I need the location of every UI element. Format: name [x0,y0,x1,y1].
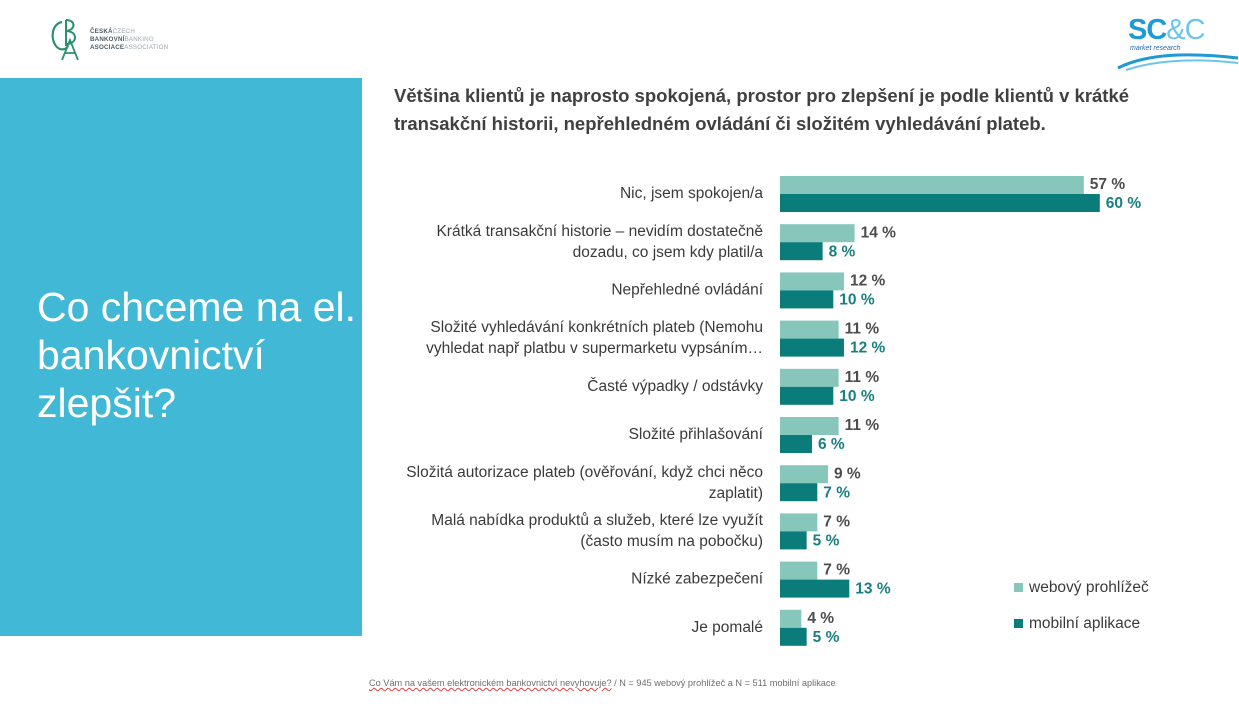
bar-mobile [780,531,807,550]
data-label-web: 4 % [807,610,834,627]
category-label: Nepřehledné ovládání [611,281,763,298]
category-label: Krátká transakční historie – nevidím dos… [436,223,763,240]
slide-headline: Většina klientů je naprosto spokojená, p… [394,85,1130,134]
data-label-web: 12 % [850,272,886,289]
category-label: Složité vyhledávání konkrétních plateb (… [430,319,763,336]
panel-title: Co chceme na el. bankovnictví zlepšit? [37,284,357,426]
bar-mobile [780,386,834,405]
category-label: Složité přihlašování [629,426,764,443]
category-label: vyhledat např platbu v supermarketu vyps… [426,340,763,357]
left-panel: Co chceme na el. bankovnictví zlepšit? [0,78,362,636]
legend-swatch-mobile [1014,619,1023,628]
bar-web [780,465,828,484]
scc-logo: SC&C market research [1116,14,1239,72]
scc-wave-icon [1117,53,1239,71]
data-label-web: 14 % [861,224,897,241]
bar-mobile [780,194,1100,212]
bar-web [780,561,818,580]
bar-web [780,609,802,628]
category-label: Nic, jsem spokojen/a [620,185,763,202]
category-label: dozadu, co jsem kdy platil/a [573,244,764,261]
data-label-web: 57 % [1090,176,1126,193]
category-label: (často musím na pobočku) [580,533,763,550]
bar-web [780,368,839,387]
bar-mobile [780,627,807,646]
data-label-web: 11 % [845,369,880,386]
data-label-web: 7 % [823,562,850,579]
data-label-mobile: 7 % [823,484,850,501]
bar-web [780,513,818,532]
bar-web [780,320,839,339]
data-label-web: 11 % [845,417,880,434]
data-label-mobile: 8 % [829,243,856,260]
bar-web [780,224,855,243]
bar-mobile [780,435,812,453]
data-label-mobile: 60 % [1106,195,1142,212]
bar-mobile [780,579,850,598]
data-label-mobile: 10 % [839,291,875,308]
bar-web [780,417,839,435]
data-label-web: 11 % [845,321,880,338]
category-label: Složitá autorizace plateb (ověřování, kd… [406,464,763,481]
category-label: Nízké zabezpečení [631,571,764,588]
cba-text-line2: BANKOVNÍBANKING [90,36,154,43]
bar-mobile [780,483,818,502]
bar-web [780,272,844,291]
data-label-mobile: 5 % [813,629,840,646]
scc-logo-title: SC&C [1128,14,1206,46]
legend-label-mobile: mobilní aplikace [1029,615,1140,632]
category-label: Malá nabídka produktů a služeb, které lz… [431,512,763,529]
data-label-web: 9 % [834,465,861,482]
footnote: Co Vám na vašem elektronickém bankovnict… [369,678,836,688]
legend-label-web: webový prohlížeč [1028,579,1149,596]
cba-text-line3: ASOCIACEASSOCIATION [90,44,169,51]
bar-mobile [780,338,844,357]
data-label-mobile: 13 % [855,581,891,598]
data-label-mobile: 12 % [850,340,886,357]
bar-mobile [780,242,823,261]
category-label: Časté výpadky / odstávky [587,378,763,395]
bar-web [780,176,1084,194]
scc-logo-subtitle: market research [1130,45,1181,52]
footnote-details: / N = 945 webový prohlížeč a N = 511 mob… [611,678,836,688]
data-label-web: 7 % [823,513,850,530]
cba-monogram-icon [51,19,79,61]
data-label-mobile: 10 % [839,388,875,405]
data-label-mobile: 6 % [818,436,845,453]
data-label-mobile: 5 % [813,532,840,549]
cba-text-line1: ČESKÁCZECH [90,28,135,35]
cba-logo: ČESKÁCZECH BANKOVNÍBANKING ASOCIACEASSOC… [48,16,178,64]
category-label: zaplatit) [709,485,763,502]
footnote-question: Co Vám na vašem elektronickém bankovnict… [369,678,612,688]
bar-mobile [780,290,834,309]
category-label: Je pomalé [691,619,763,636]
legend-swatch-web [1014,583,1023,592]
